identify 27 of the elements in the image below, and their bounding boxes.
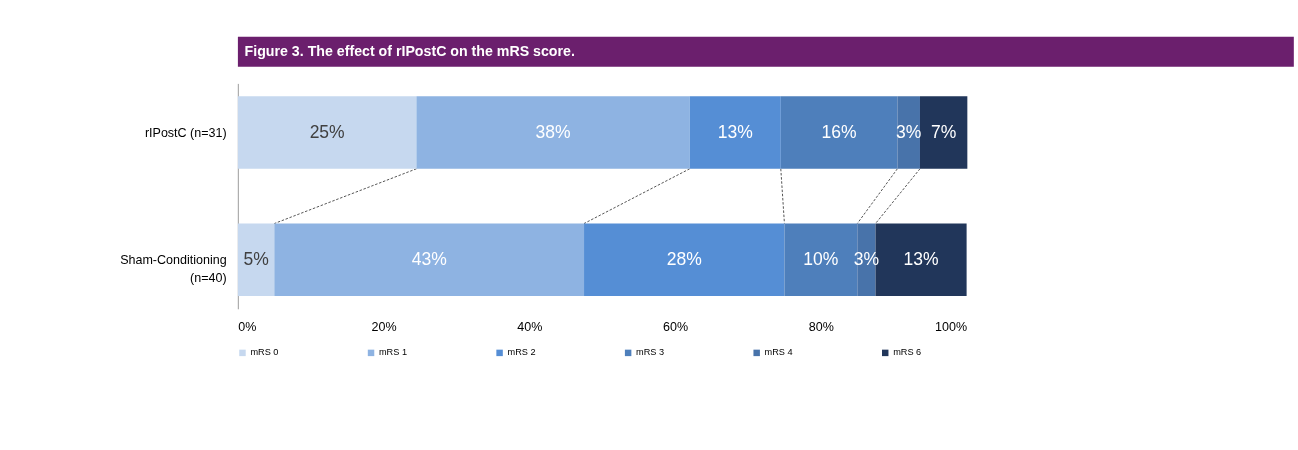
x-tick-label: 40% <box>517 319 543 334</box>
data-label: 38% <box>535 121 571 142</box>
legend-label: mRS 3 <box>636 347 665 358</box>
chart-title: Figure 3. The effect of rIPostC on the mRS score. <box>244 42 575 59</box>
legend-label: mRS 0 <box>250 347 279 358</box>
y-tick-label: rIPostC (n=31) <box>144 125 227 140</box>
legend-label: mRS 1 <box>378 347 407 358</box>
data-label: 25% <box>309 121 345 142</box>
data-label: 3% <box>853 248 880 269</box>
x-tick-label: 20% <box>371 319 397 334</box>
data-label: 7% <box>930 121 957 142</box>
data-label: 13% <box>903 248 939 269</box>
x-tick-label: 80% <box>808 319 834 334</box>
data-label: 16% <box>821 121 857 142</box>
x-tick-label: 0% <box>238 319 257 334</box>
data-label: 28% <box>666 248 702 269</box>
data-label: 13% <box>717 121 753 142</box>
data-label: 10% <box>803 248 839 269</box>
x-tick-label: 60% <box>663 319 689 334</box>
data-label: 43% <box>411 248 447 269</box>
data-label: 3% <box>896 121 922 142</box>
legend-label: mRS 6 <box>893 347 922 358</box>
legend-label: mRS 2 <box>507 347 536 358</box>
data-label: 5% <box>243 248 269 269</box>
legend-label: mRS 4 <box>764 347 793 358</box>
y-tick-label: Sham-Conditioning (n=40) <box>120 253 227 286</box>
x-tick-label: 100% <box>935 319 968 334</box>
